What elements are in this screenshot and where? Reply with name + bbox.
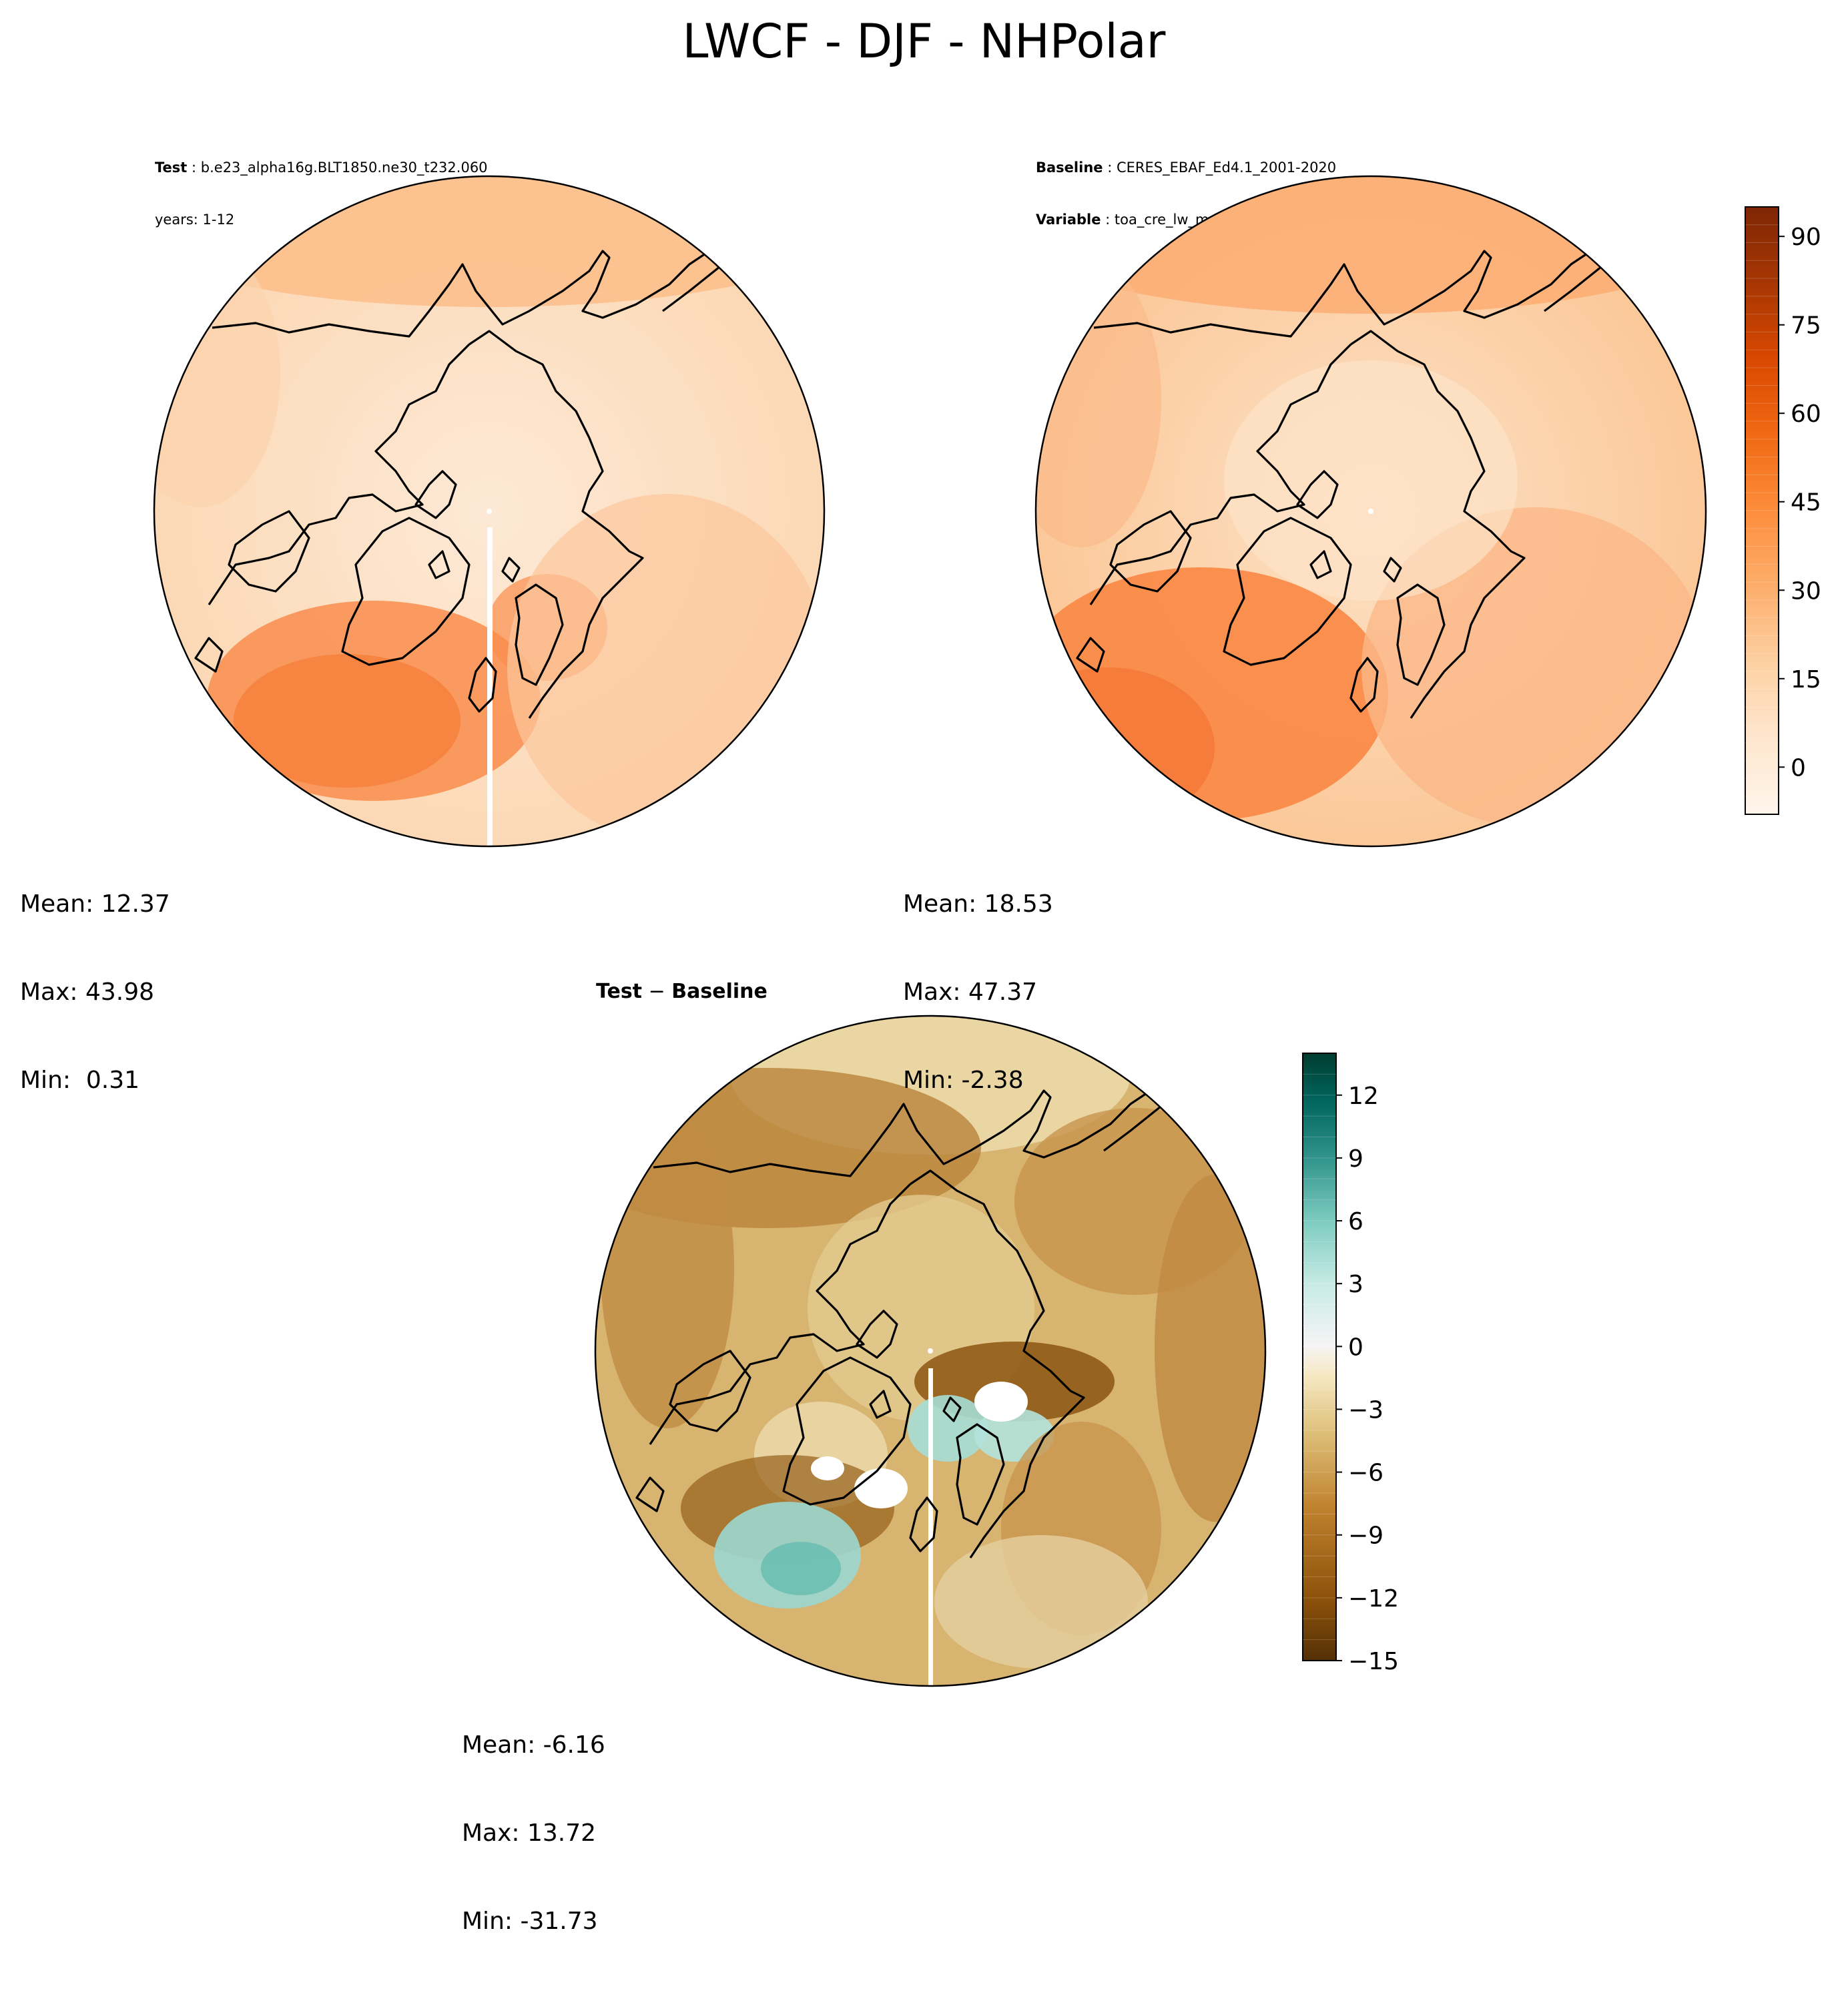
diff-title-baseline: Baseline (671, 980, 767, 1003)
baseline-mean: Mean: 18.53 (903, 890, 1053, 918)
maps-svg: 0 15 30 45 60 75 90 −15 −12 −9 −6 −3 0 3 6 9 12 (153, 175, 1821, 1687)
diff-colorbar: −15 −12 −9 −6 −3 0 3 6 9 12 (1302, 1053, 1399, 1675)
test-map (153, 175, 826, 848)
diff-title: Test − Baseline (596, 980, 767, 1003)
test-colon: : (187, 160, 201, 176)
baseline-max: Max: 47.37 (903, 978, 1038, 1006)
main-colorbar-tick-label: 90 (1791, 224, 1821, 251)
diff-title-minus: − (642, 980, 672, 1003)
diff-colorbar-tick-label: −9 (1348, 1522, 1383, 1550)
diff-colorbar-tick-label: 0 (1348, 1334, 1363, 1361)
baseline-variable-colon: : (1101, 212, 1115, 228)
diff-colorbar-tick-label: −3 (1348, 1396, 1383, 1424)
diff-colorbar-tick-label: −12 (1348, 1585, 1399, 1613)
main-colorbar-tick-label: 75 (1791, 312, 1821, 340)
test-label: Test (155, 160, 188, 176)
diff-colorbar-tick-label: 12 (1348, 1083, 1379, 1110)
test-min: Min: 0.31 (20, 1067, 140, 1094)
figure: LWCF - DJF - NHPolar Test : b.e23_alpha1… (20, 14, 1821, 1935)
test-years: years: 1-12 (155, 212, 235, 228)
main-colorbar-tick-label: 15 (1791, 666, 1821, 693)
diff-colorbar-tick-label: −6 (1348, 1460, 1383, 1487)
baseline-label: Baseline (1036, 160, 1103, 176)
diff-colorbar-tick-label: 3 (1348, 1271, 1363, 1298)
test-stats: Mean: 12.37 Max: 43.98 Min: 0.31 (20, 831, 170, 1154)
test-max: Max: 43.98 (20, 978, 155, 1006)
diff-min: Min: -31.73 (462, 1908, 598, 1935)
baseline-stats: Mean: 18.53 Max: 47.37 Min: -2.38 (903, 831, 1053, 1154)
figure-title: LWCF - DJF - NHPolar (682, 14, 1166, 69)
baseline-header: Baseline : CERES_EBAF_Ed4.1_2001-2020 Va… (1036, 124, 1336, 263)
main-colorbar-tick-label: 30 (1791, 577, 1821, 605)
test-case-line: Test : b.e23_alpha16g.BLT1850.ne30_t232.… (155, 159, 488, 176)
baseline-variable-label: Variable (1036, 212, 1101, 228)
baseline-min: Min: -2.38 (903, 1067, 1024, 1094)
baseline-case-line: Baseline : CERES_EBAF_Ed4.1_2001-2020 (1036, 159, 1336, 176)
main-colorbar-tick-label: 60 (1791, 400, 1821, 428)
diff-max: Max: 13.72 (462, 1819, 597, 1847)
main-colorbar-tick-label: 0 (1791, 754, 1806, 782)
baseline-colon: : (1103, 160, 1117, 176)
baseline-map (1034, 175, 1707, 848)
main-colorbar: 0 15 30 45 60 75 90 (1745, 206, 1821, 815)
test-mean: Mean: 12.37 (20, 890, 170, 918)
diff-colorbar-tick-label: −15 (1348, 1648, 1399, 1675)
diff-stats: Mean: -6.16 Max: 13.72 Min: -31.73 (462, 1672, 605, 1995)
diff-colorbar-tick-label: 6 (1348, 1208, 1363, 1235)
main-colorbar-tick-label: 45 (1791, 489, 1821, 517)
test-case: b.e23_alpha16g.BLT1850.ne30_t232.060 (200, 160, 488, 176)
baseline-case: CERES_EBAF_Ed4.1_2001-2020 (1116, 160, 1337, 176)
diff-title-test: Test (596, 980, 643, 1003)
diff-mean: Mean: -6.16 (462, 1731, 605, 1759)
test-header: Test : b.e23_alpha16g.BLT1850.ne30_t232.… (155, 124, 488, 263)
diff-colorbar-tick-label: 9 (1348, 1145, 1363, 1173)
